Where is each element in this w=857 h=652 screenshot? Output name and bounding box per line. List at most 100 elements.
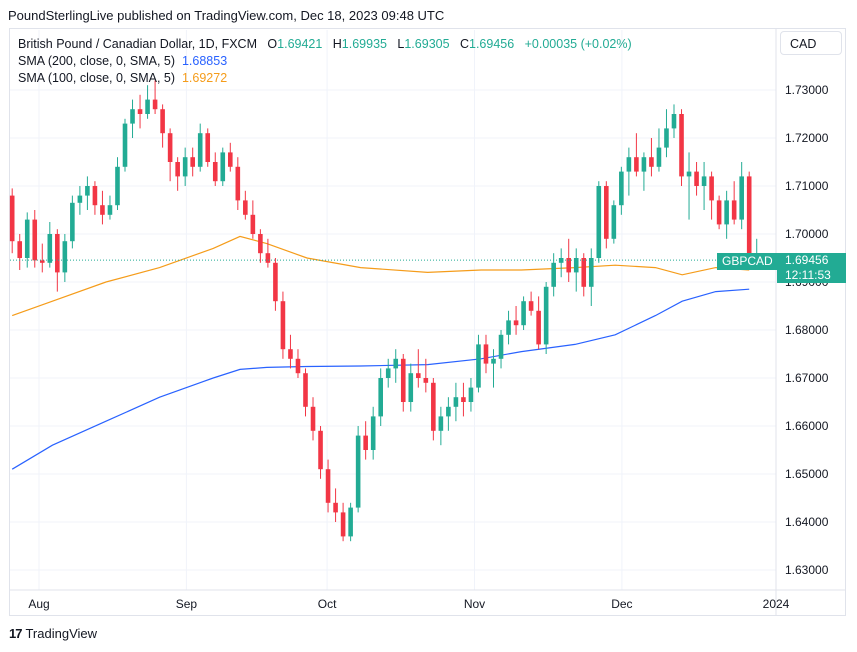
candle-body: [634, 157, 639, 172]
candle: [543, 282, 549, 354]
candle-body: [513, 320, 519, 326]
candle: [9, 188, 15, 254]
candle-body: [77, 195, 83, 203]
candle: [739, 162, 744, 230]
legend-sma100-row[interactable]: SMA (100, close, 0, SMA, 5) 1.69272: [18, 70, 632, 87]
candle: [558, 248, 564, 278]
price-tick-label: 1.64000: [785, 515, 829, 529]
candle-body: [588, 258, 594, 287]
candle-body: [250, 214, 256, 234]
candle: [513, 306, 519, 335]
candle: [573, 248, 579, 292]
candle-body: [671, 114, 677, 129]
candle-body: [145, 99, 150, 114]
candle-body: [453, 397, 459, 407]
candle: [416, 349, 421, 388]
candle: [468, 378, 474, 412]
candle-body: [604, 186, 609, 239]
legend-ohlc-row: British Pound / Canadian Dollar, 1D, FXC…: [18, 36, 632, 53]
chart-frame: [9, 28, 846, 616]
candle: [408, 363, 414, 412]
candle: [318, 426, 323, 479]
currency-button[interactable]: CAD: [780, 31, 842, 55]
candle-body: [611, 205, 617, 239]
candle: [152, 80, 158, 114]
last-price-badge: 1.69456 12:11:53: [777, 253, 846, 283]
time-tick-label: Sep: [176, 597, 198, 611]
candle: [212, 152, 218, 186]
candle: [521, 296, 526, 330]
candle-body: [273, 262, 278, 302]
candle-body: [115, 166, 120, 206]
price-tick-label: 1.63000: [785, 563, 829, 577]
candle-body: [746, 176, 752, 263]
candle: [77, 186, 83, 215]
candle: [107, 195, 113, 220]
candle-body: [39, 260, 45, 263]
time-tick-label: 2024: [763, 597, 790, 611]
candle-body: [24, 219, 30, 258]
candle-body: [506, 320, 511, 335]
candle: [724, 190, 729, 239]
candle: [536, 296, 541, 350]
candle-body: [197, 133, 203, 167]
candle: [461, 382, 466, 417]
candle: [355, 426, 361, 513]
candle-body: [543, 286, 549, 345]
time-axis[interactable]: Aug Sep Oct Nov Dec 2024: [9, 589, 846, 611]
legend-sma200-row[interactable]: SMA (200, close, 0, SMA, 5) 1.68853: [18, 53, 632, 70]
candle: [32, 210, 38, 268]
candle: [258, 229, 263, 263]
price-tick-label: 1.70000: [785, 227, 829, 241]
candle: [701, 162, 707, 210]
candle-body: [649, 157, 654, 167]
candle-body: [679, 114, 684, 177]
tradingview-logo[interactable]: 17 TradingView: [9, 626, 97, 641]
candle: [122, 118, 128, 172]
candle: [619, 166, 624, 215]
candle: [483, 334, 489, 374]
candle-body: [152, 99, 158, 110]
candle: [370, 406, 376, 460]
candle-body: [333, 502, 338, 513]
candle: [446, 397, 451, 431]
candle-body: [318, 430, 323, 470]
candle-body: [739, 176, 744, 220]
candle: [363, 421, 368, 460]
candle: [438, 406, 444, 446]
candle-body: [363, 435, 368, 450]
candle: [190, 147, 195, 177]
sma100-layer: [11, 235, 750, 317]
tradingview-logo-text: TradingView: [25, 626, 98, 641]
candle-body: [709, 176, 714, 201]
candle-body: [423, 378, 429, 383]
candle: [679, 109, 684, 186]
candle: [243, 190, 248, 220]
candle: [182, 147, 188, 186]
candle-body: [573, 258, 579, 273]
candle-body: [438, 416, 444, 431]
candle-body: [468, 387, 474, 402]
candle-body: [190, 157, 195, 167]
price-axis[interactable]: 1.730001.720001.710001.700001.690001.680…: [775, 28, 829, 616]
candle: [641, 152, 647, 191]
low-label: L: [397, 37, 405, 51]
candles: [9, 80, 760, 542]
candle-body: [694, 171, 699, 186]
candle-body: [243, 200, 248, 215]
candle: [115, 157, 120, 210]
candle: [295, 349, 301, 378]
candle-body: [167, 133, 173, 162]
candle-body: [536, 310, 541, 345]
candle-body: [656, 147, 662, 167]
candle: [303, 368, 308, 417]
price-tick-label: 1.66000: [785, 419, 829, 433]
candle: [130, 99, 135, 138]
candle-body: [288, 349, 293, 359]
candle-body: [528, 301, 534, 311]
high-label: H: [332, 37, 342, 51]
candle-body: [446, 406, 451, 417]
candle: [686, 152, 692, 220]
candle-body: [619, 171, 624, 206]
